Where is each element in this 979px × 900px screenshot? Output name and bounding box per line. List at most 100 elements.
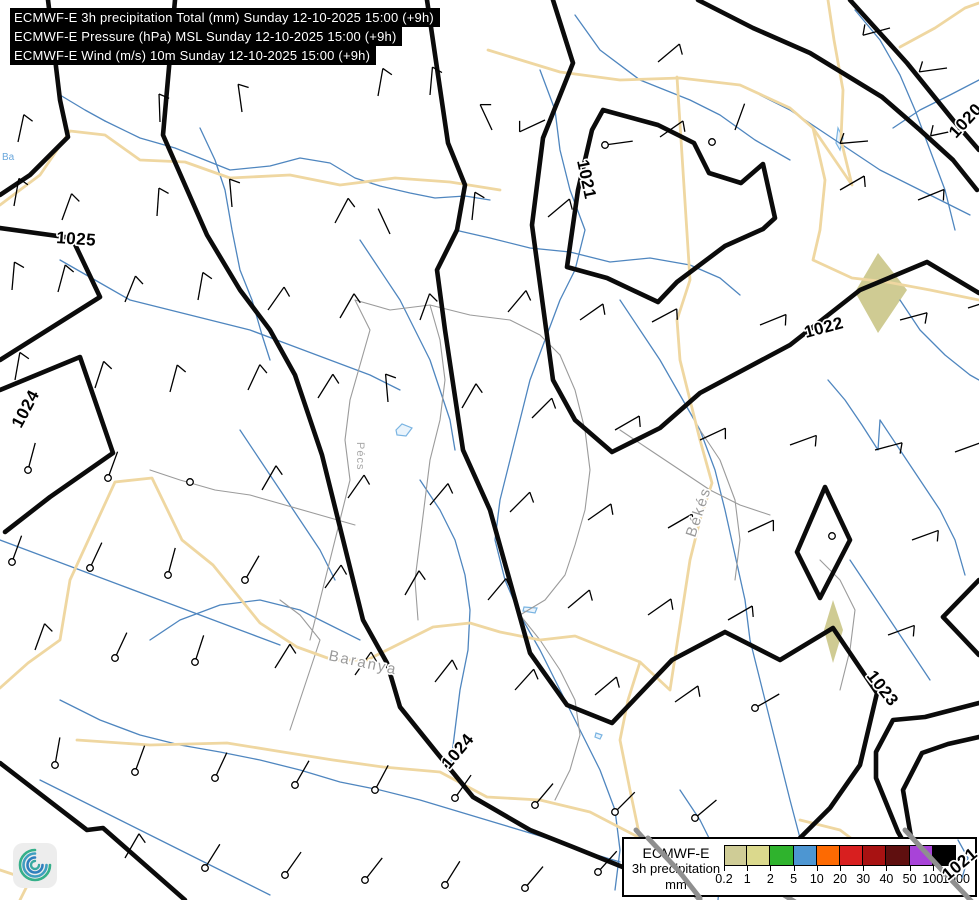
legend-color-cell: [909, 845, 933, 866]
legend-tick: [932, 866, 934, 871]
legend-tick-value: 0.2: [715, 872, 733, 886]
lake-shape: [594, 732, 603, 740]
legend-tick-value: 2: [766, 872, 774, 886]
legend-tick: [840, 866, 841, 871]
wind-barb: [471, 191, 485, 221]
wind-barb: [334, 197, 356, 224]
wind-barb: [789, 434, 817, 447]
legend-tick: [909, 866, 911, 871]
wind-barb: [451, 774, 472, 802]
isobar-contour: [529, 0, 979, 455]
wind-barb: [104, 451, 119, 482]
county-boundary: [149, 469, 356, 526]
isobar-contour: [695, 0, 979, 193]
river-line: [104, 120, 491, 201]
wind-barb: [509, 491, 535, 513]
wind-barb: [201, 843, 221, 872]
calm-wind-circle: [828, 532, 836, 540]
map-label: 1024: [8, 387, 43, 431]
wind-barb: [34, 623, 53, 651]
legend-tick: [747, 866, 749, 871]
isobar-contour: [0, 354, 116, 535]
precipitation-patch: [855, 253, 907, 333]
wind-barb: [911, 529, 939, 542]
river-line: [454, 229, 741, 296]
legend-color-cell: [863, 845, 887, 866]
legend-tick-value: 1000: [942, 872, 970, 886]
isobar-contour: [160, 0, 726, 896]
county-boundary: [309, 299, 371, 641]
map-label: 1024: [438, 730, 478, 773]
wind-barb: [186, 478, 194, 486]
legend-color-cell: [932, 845, 956, 866]
legend-unit: mm: [665, 877, 687, 892]
wind-barb: [274, 643, 297, 669]
map-label: Pécs: [354, 442, 366, 470]
wind-barb: [531, 783, 554, 809]
county-boundary: [279, 599, 321, 731]
country-border: [811, 0, 854, 187]
river-line: [854, 9, 956, 231]
map-label: Baranya: [327, 647, 399, 678]
isobar-contour: [940, 577, 979, 658]
wind-barb: [124, 833, 146, 859]
wind-barb: [61, 193, 80, 221]
legend-color-cell: [816, 845, 840, 866]
legend-tick-value: 50: [902, 872, 917, 886]
wind-barb: [862, 24, 891, 36]
wind-barb: [647, 598, 674, 616]
wind-barb: [874, 442, 903, 454]
county-boundary: [619, 429, 771, 516]
legend-tick: [956, 866, 957, 871]
isobar-contour: [0, 225, 103, 363]
met-service-logo: [13, 843, 57, 888]
wind-barb: [699, 427, 727, 441]
river-line: [39, 779, 271, 896]
wind-barb: [751, 693, 780, 712]
wind-barb: [228, 178, 241, 208]
wind-barb: [281, 851, 302, 879]
lake-shape: [395, 423, 413, 437]
wind-barb: [267, 286, 291, 311]
wind-barb: [967, 303, 979, 309]
wind-barb: [507, 290, 532, 313]
river-line: [419, 479, 471, 771]
wind-barb: [429, 66, 443, 96]
forecast-header: ECMWF-E 3h precipitation Total (mm) Sund…: [10, 8, 440, 65]
wind-barb: [531, 397, 557, 419]
wind-barb: [651, 308, 678, 323]
legend-tick: [724, 866, 725, 871]
wind-barb: [759, 313, 787, 326]
wind-barb: [86, 542, 103, 572]
wind-barb: [434, 659, 458, 683]
map-label: 1025: [56, 228, 97, 250]
map-label: 1020: [945, 100, 979, 142]
county-boundary: [519, 354, 591, 616]
wind-barb: [211, 752, 228, 782]
wind-barb: [11, 261, 25, 291]
river-line: [899, 299, 979, 381]
legend-color-cell: [724, 845, 748, 866]
wind-barb: [51, 737, 61, 769]
legend-tick: [770, 866, 772, 871]
isobar-contour: [564, 107, 778, 305]
isobar-contour: [0, 0, 71, 198]
country-border: [898, 1, 979, 49]
wind-barb: [317, 373, 340, 399]
wind-barb: [579, 303, 606, 321]
wind-barb: [601, 140, 633, 149]
wind-barb: [918, 61, 948, 73]
wind-barb: [8, 535, 23, 566]
wind-barb: [929, 124, 959, 137]
county-boundary: [354, 299, 561, 356]
legend-tick: [863, 866, 865, 871]
map-label: 1022: [802, 313, 845, 342]
wind-barb: [191, 635, 205, 666]
wind-barb: [377, 208, 391, 235]
wind-barb: [674, 685, 701, 703]
isobar-contour: [794, 484, 853, 601]
wind-barb: [361, 857, 383, 884]
wind-barb: [441, 860, 461, 889]
wind-barb: [734, 103, 746, 131]
